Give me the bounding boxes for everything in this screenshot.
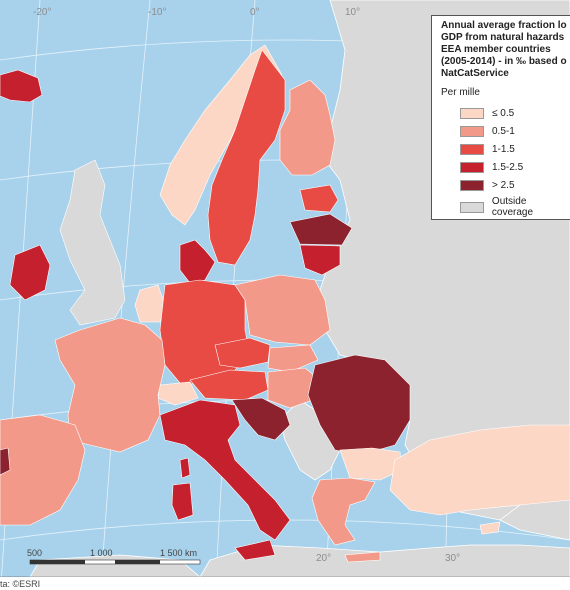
- region-sweden: [207, 49, 286, 266]
- graticule-label-neg10: -10°: [148, 7, 167, 18]
- legend-item-label: 1.5-2.5: [492, 161, 524, 173]
- region-lithuania: [299, 244, 341, 276]
- region-cyprus: [479, 521, 501, 535]
- region-poland: [234, 274, 331, 346]
- region-estonia: [299, 184, 339, 213]
- scale-label-500: 500: [27, 548, 43, 558]
- legend-item: > 2.5: [441, 176, 570, 194]
- legend-item-label: Outside coverage: [491, 196, 534, 218]
- region-portugal: [0, 447, 11, 476]
- scale-label-1500: 1 500 km: [160, 548, 198, 558]
- graticule-label-neg20: -20°: [33, 7, 52, 18]
- scale-label-1000: 1 000: [90, 548, 113, 558]
- region-benelux: [134, 284, 166, 323]
- legend-swatch: [460, 143, 484, 155]
- legend-swatch: [460, 161, 484, 173]
- region-france: [54, 317, 166, 453]
- region-latvia: [289, 213, 353, 246]
- region-crete: [344, 551, 381, 563]
- legend-item: 0.5-1: [441, 122, 570, 140]
- region-slovakia: [267, 344, 319, 373]
- legend-item-label: 1-1.5: [492, 143, 515, 155]
- region-finland: [279, 79, 336, 176]
- graticule-label-10: 10°: [345, 7, 361, 18]
- legend-swatch: [460, 179, 484, 191]
- region-corsica: [179, 457, 191, 479]
- region-italy: [159, 399, 291, 541]
- legend-swatch: [460, 201, 484, 213]
- legend-title: Annual average fraction lo GDP from natu…: [441, 20, 567, 79]
- region-iceland: [0, 69, 43, 103]
- region-united-kingdom: [59, 159, 126, 326]
- region-ireland: [9, 244, 51, 301]
- legend-item: ≤ 0.5: [441, 104, 570, 122]
- legend-subtitle: Per mille: [441, 87, 480, 98]
- data-source-footer: ta: ©ESRI: [0, 579, 41, 589]
- legend-item: Outside coverage: [441, 196, 570, 218]
- region-sardinia: [171, 482, 194, 521]
- region-greece: [311, 477, 376, 546]
- legend-swatch: [460, 107, 484, 119]
- graticule-label-30: 30°: [445, 553, 461, 564]
- scale-bar: [29, 559, 201, 565]
- region-turkey: [389, 424, 570, 516]
- legend-item-label: > 2.5: [492, 179, 515, 191]
- legend-item: 1.5-2.5: [441, 158, 570, 176]
- region-denmark: [179, 239, 216, 284]
- region-sicily: [234, 539, 276, 561]
- map-legend: Annual average fraction lo GDP from natu…: [431, 15, 570, 220]
- legend-item: 1-1.5: [441, 140, 570, 158]
- region-romania: [307, 354, 411, 456]
- graticule-label-0: 0°: [250, 7, 260, 18]
- region-czechia: [214, 337, 271, 369]
- legend-swatch: [460, 125, 484, 137]
- legend-item-label: ≤ 0.5: [492, 107, 515, 119]
- region-croatia-slovenia: [231, 397, 291, 441]
- region-spain: [0, 414, 86, 526]
- legend-item-label: 0.5-1: [492, 125, 515, 137]
- graticule-label-20: 20°: [316, 553, 332, 564]
